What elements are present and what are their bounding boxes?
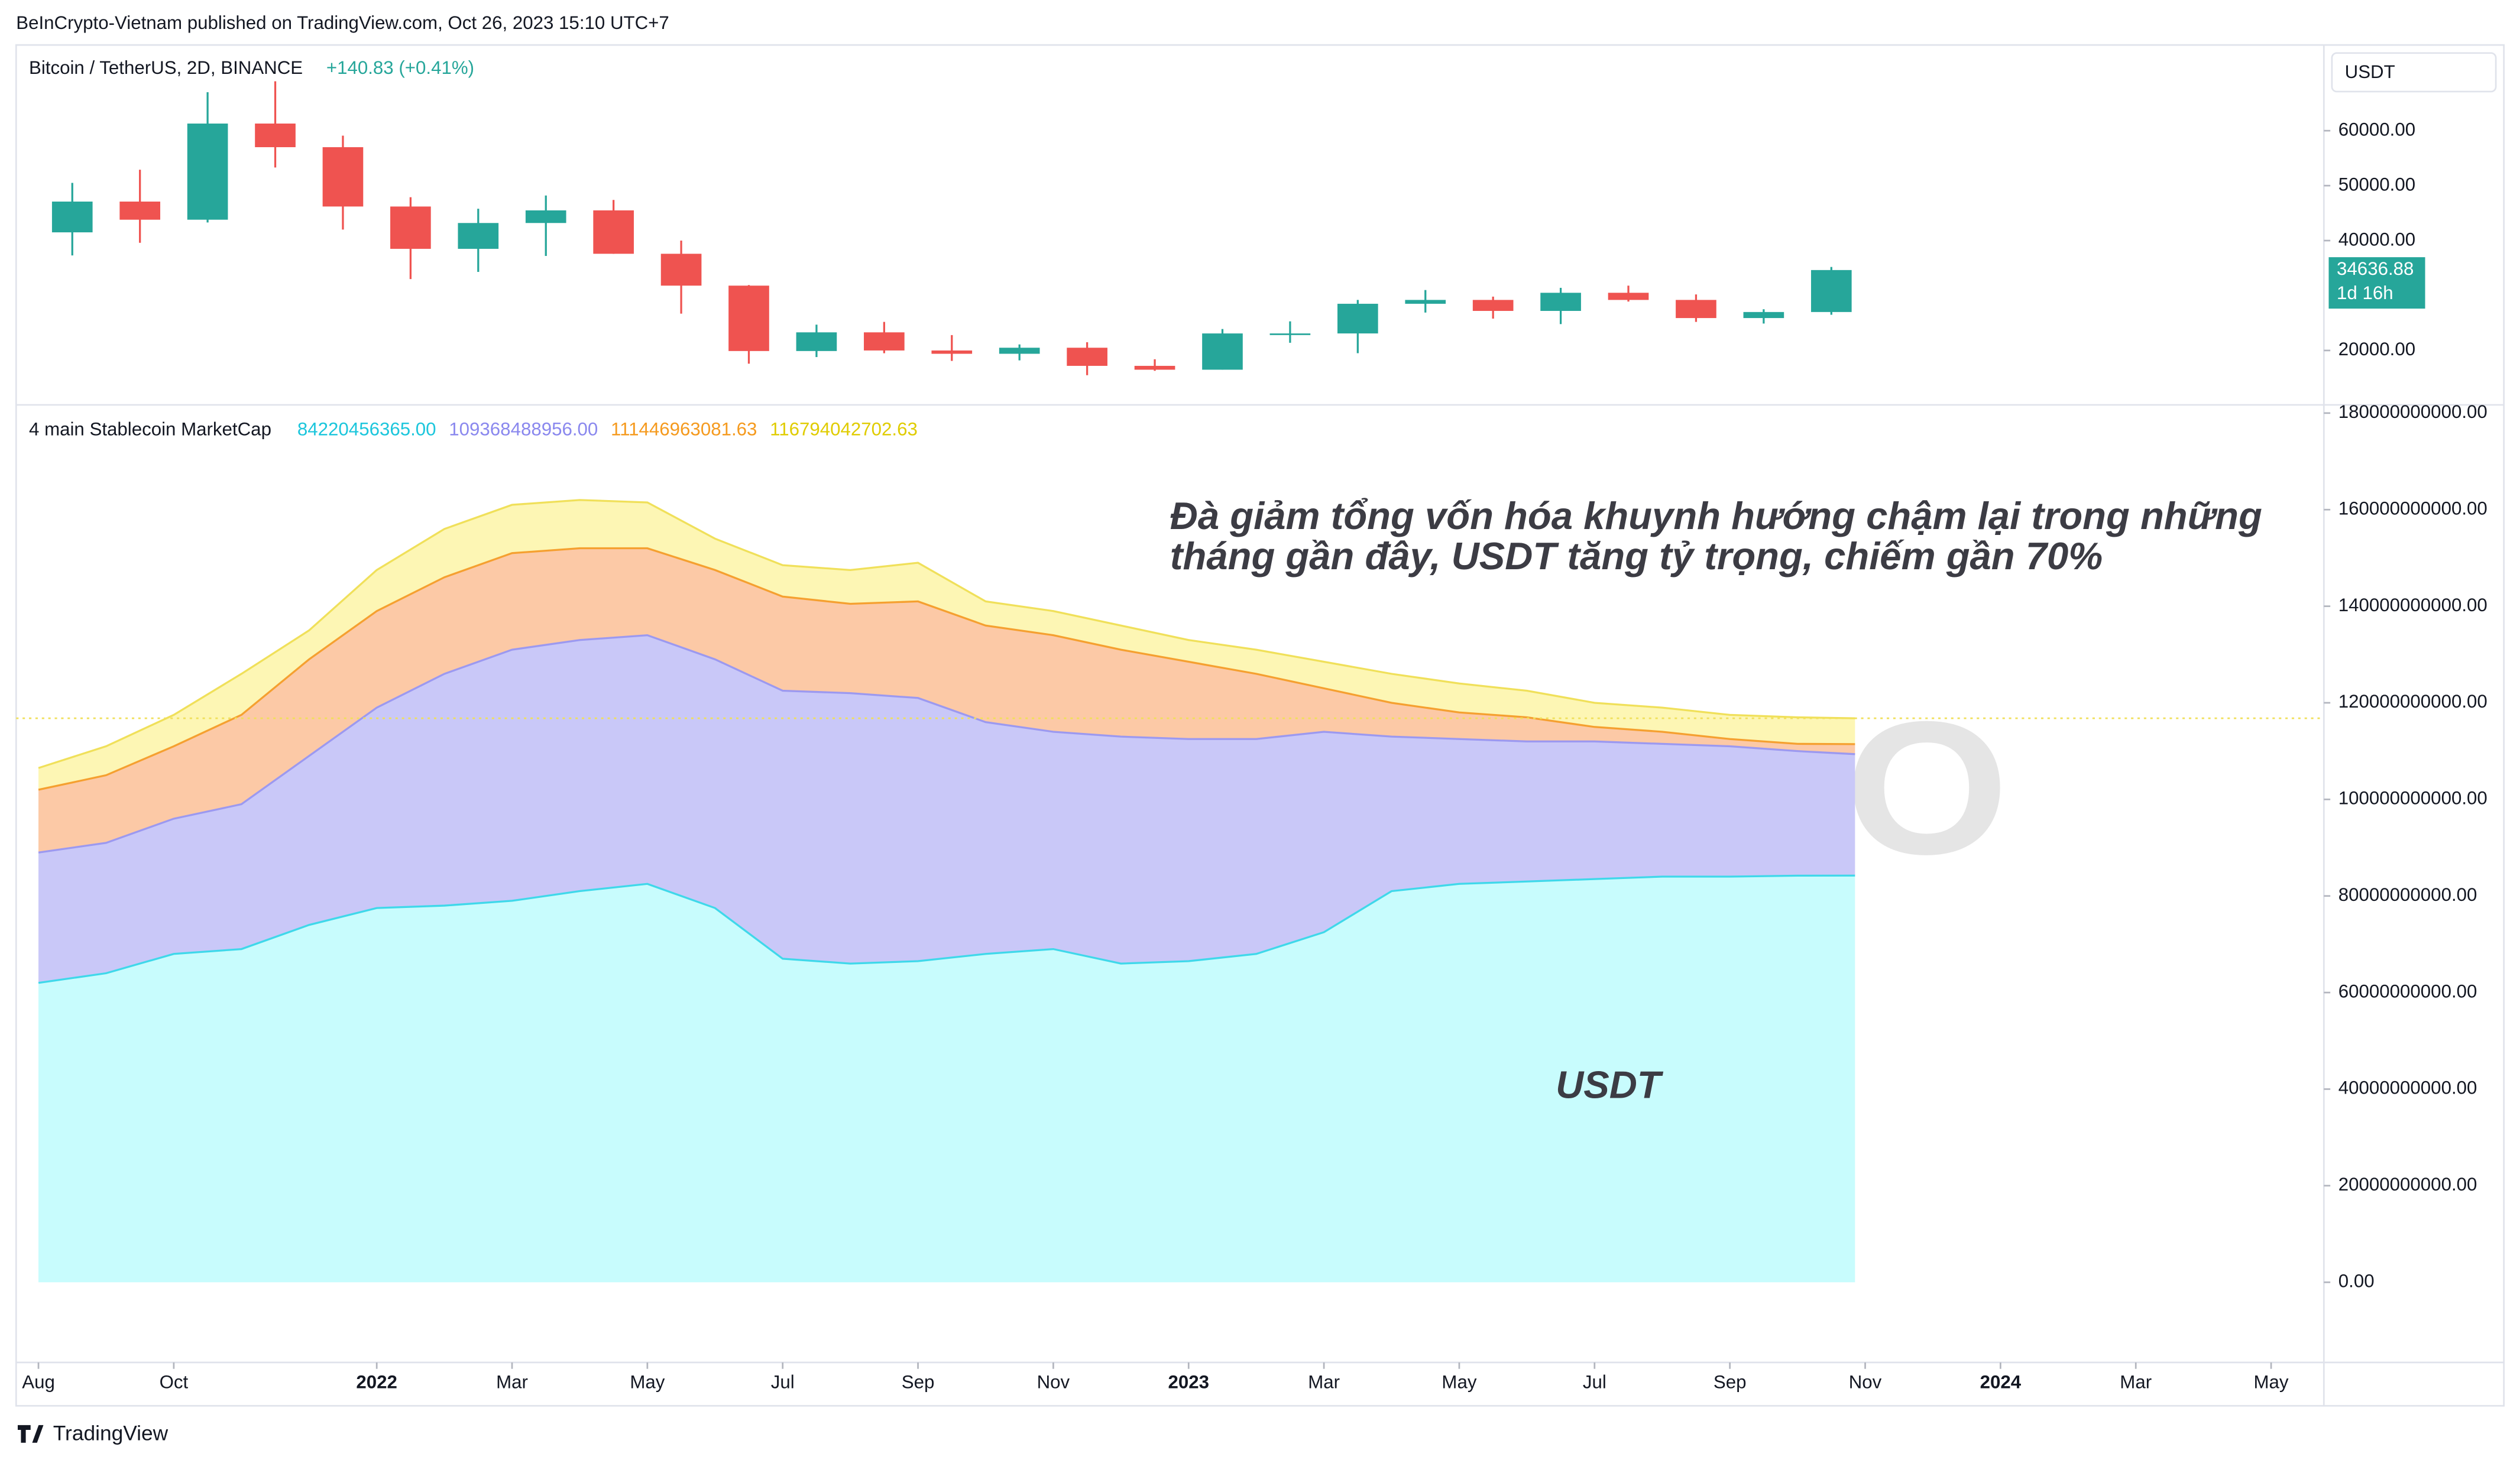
countdown-label: 1d 16h (2337, 283, 2393, 303)
y-tick-label: 120000000000.00 (2338, 691, 2487, 712)
candle-body (1202, 333, 1243, 370)
y-tick-label: 160000000000.00 (2338, 498, 2487, 518)
area-line (38, 634, 1855, 854)
x-tick-label: Mar (1308, 1371, 1340, 1392)
currency-button[interactable] (2331, 52, 2497, 93)
candle-body (931, 350, 973, 354)
y-tick-label: 40000000000.00 (2338, 1078, 2477, 1098)
x-tick-label: Sep (1714, 1371, 1747, 1392)
candle-body (1067, 348, 1107, 366)
area-line (38, 499, 1855, 769)
area-line (38, 874, 1855, 984)
x-tick-label: 2022 (356, 1371, 397, 1392)
legend-value: 109368488956.00 (449, 419, 598, 440)
y-tick-label: 60000000000.00 (2338, 981, 2477, 1001)
x-tick-label: Nov (1849, 1371, 1882, 1392)
x-tick-label: Sep (902, 1371, 935, 1392)
area-fill (38, 635, 1855, 983)
x-tick-label: Jul (1583, 1371, 1606, 1392)
x-tick-label: Mar (496, 1371, 528, 1392)
annotation-line: tháng gần đây, USDT tăng tỷ trọng, chiếm… (1170, 534, 2103, 578)
footer: TradingView (17, 1422, 169, 1445)
x-tick-label: May (1442, 1371, 1476, 1392)
symbol-title: Bitcoin / TetherUS, 2D, BINANCE (29, 57, 303, 78)
candle-body (1337, 303, 1378, 334)
candle-body (660, 254, 702, 286)
candle-body (51, 202, 93, 233)
annotation-line: Đà giảm tổng vốn hóa khuynh hướng chậm l… (1170, 494, 2262, 537)
candle-body (255, 124, 296, 147)
currency-label[interactable]: USDT (2345, 61, 2395, 82)
candle-body (458, 223, 499, 249)
candle-body (1269, 333, 1311, 335)
candle-body (322, 147, 364, 207)
x-tick-label: Oct (160, 1371, 189, 1392)
footer-brand: TradingView (53, 1422, 169, 1445)
x-tick-label: Jul (771, 1371, 795, 1392)
usdt-annotation: USDT (1556, 1063, 1664, 1106)
area-line (38, 547, 1855, 791)
legend-value: 84220456365.00 (297, 419, 436, 440)
candle-body (187, 124, 228, 220)
y-tick-label: 40000.00 (2338, 229, 2415, 249)
candle-body (1810, 270, 1852, 312)
candle-body (1676, 300, 1716, 319)
y-tick-label: 20000000000.00 (2338, 1174, 2477, 1195)
x-tick-label: 2023 (1168, 1371, 1209, 1392)
y-tick-label: 20000.00 (2338, 339, 2415, 359)
area-fill (38, 875, 1855, 1283)
area-fill (38, 548, 1855, 853)
candle-body (1540, 293, 1581, 311)
x-tick-label: Mar (2120, 1371, 2152, 1392)
indicator-title: 4 main Stablecoin MarketCap (29, 419, 271, 440)
y-tick-label: 0.00 (2338, 1270, 2375, 1291)
candle-body (728, 286, 769, 351)
x-tick-label: May (630, 1371, 665, 1392)
price-pane: 20000.00 40000.00 50000.00 60000.00 34636.88… (51, 81, 2425, 375)
candle-body (999, 348, 1040, 354)
y-tick-label: 60000.00 (2338, 119, 2415, 140)
candle-body (390, 206, 431, 249)
y-tick-label: 100000000000.00 (2338, 788, 2487, 809)
frame (15, 44, 2505, 1407)
legend-value: 111446963081.63 (611, 419, 757, 440)
y-tick-label: 140000000000.00 (2338, 595, 2487, 615)
time-axis: Aug Oct 2022 Mar May Jul Sep Nov 2023 Mar May Jul Se… (22, 1362, 2289, 1392)
candle-body (864, 332, 905, 351)
last-price-box (2328, 257, 2425, 309)
candle-body (796, 332, 837, 351)
candle-body (1405, 300, 1446, 304)
candle-body (525, 210, 566, 223)
x-tick-label: Aug (22, 1371, 55, 1392)
candle-body (1472, 300, 1514, 311)
candle-body (593, 210, 634, 254)
candle-body (1743, 312, 1784, 319)
tradingview-logo (17, 1425, 44, 1443)
publisher-line: BeInCrypto-Vietnam published on TradingV… (16, 12, 669, 33)
stablecoin-pane: BE[in]CRYPTO0.0020000000000.004000000000… (16, 401, 2487, 1291)
last-price-label: 34636.88 (2337, 258, 2414, 279)
candle-body (1134, 365, 1175, 370)
price-change: +140.83 (+0.41%) (326, 57, 474, 78)
legend-value: 116794042702.63 (770, 419, 918, 440)
x-tick-label: 2024 (1980, 1371, 2022, 1392)
y-tick-label: 180000000000.00 (2338, 401, 2487, 422)
x-tick-label: May (2254, 1371, 2289, 1392)
y-tick-label: 50000.00 (2338, 174, 2415, 194)
candle-body (119, 202, 161, 220)
candle-body (1608, 293, 1649, 300)
y-tick-label: 80000000000.00 (2338, 884, 2477, 905)
x-tick-label: Nov (1037, 1371, 1070, 1392)
